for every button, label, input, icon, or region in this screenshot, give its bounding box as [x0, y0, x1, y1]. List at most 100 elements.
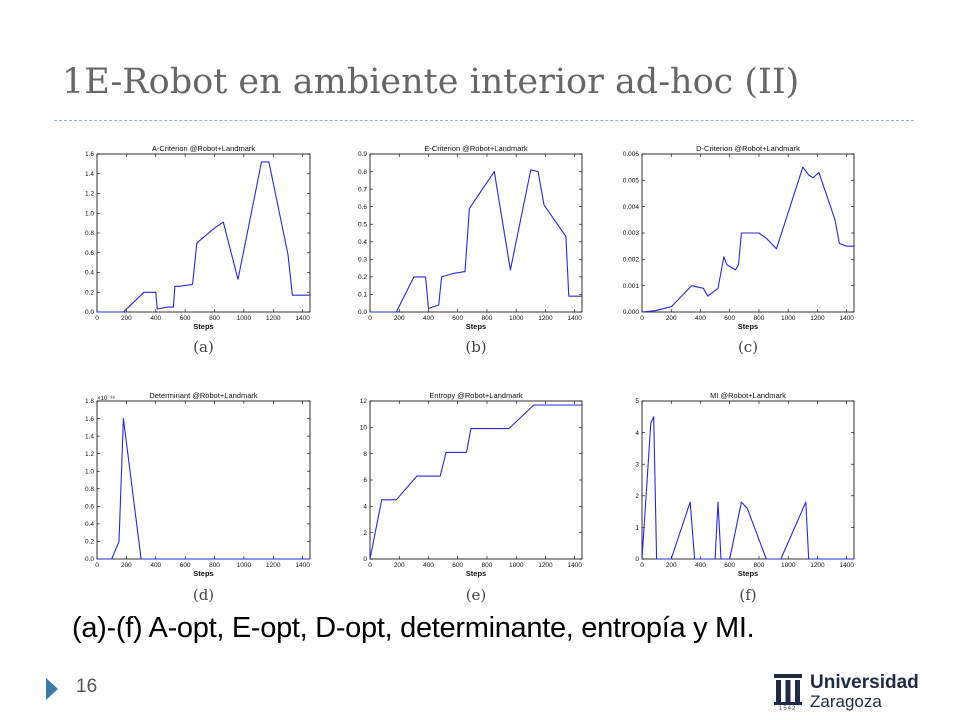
data-point [729, 558, 730, 559]
x-tick-label: 1000 [781, 315, 796, 322]
data-point [381, 499, 382, 500]
data-point [741, 232, 742, 233]
data-point [565, 236, 566, 237]
data-point [738, 264, 739, 265]
university-logo: 1542 Universidad Zaragoza [770, 672, 920, 716]
data-point [510, 269, 511, 270]
y-tick-label: 0.9 [358, 151, 367, 158]
x-axis-label: Steps [466, 569, 486, 578]
x-tick-label: 400 [695, 315, 706, 322]
x-tick-label: 400 [695, 562, 706, 569]
x-tick-label: 600 [724, 315, 735, 322]
data-point [309, 558, 310, 559]
y-tick-label: 0.6 [85, 250, 94, 257]
data-point [717, 502, 718, 503]
data-point [530, 169, 531, 170]
y-tick-label: 0.2 [358, 274, 367, 281]
data-point [494, 171, 495, 172]
y-tick-label: 0.005 [623, 178, 640, 185]
plot-frame [641, 400, 855, 560]
x-tick-label: 800 [482, 562, 493, 569]
data-point [413, 276, 414, 277]
data-point [776, 248, 777, 249]
chart-title: E-Criterion @Robot+Landmark [424, 144, 528, 153]
y-tick-label: 0.6 [358, 204, 367, 211]
x-tick-label: 400 [423, 562, 434, 569]
series-line [369, 404, 582, 560]
x-tick-label: 0 [368, 315, 372, 322]
x-tick-label: 200 [666, 315, 677, 322]
data-point [416, 475, 417, 476]
data-point [805, 502, 806, 503]
y-tick-label: 0.000 [623, 309, 640, 316]
y-tick-label: 0.004 [623, 204, 640, 211]
chart-title: D-Criterion @Robot+Landmark [696, 144, 800, 153]
data-point [179, 286, 180, 287]
y-tick-label: 3 [635, 461, 639, 468]
data-point [196, 242, 197, 243]
data-point [369, 311, 370, 312]
plot-frame [369, 153, 583, 313]
data-point [717, 288, 718, 289]
x-tick-label: 200 [394, 315, 405, 322]
data-point [656, 558, 657, 559]
y-multiplier-label: ×10⁻¹⁸ [97, 395, 115, 402]
y-tick-label: 0.3 [358, 257, 367, 264]
data-point [543, 204, 544, 205]
data-point [839, 243, 840, 244]
y-tick-label: 0.7 [358, 186, 367, 193]
panel-label: (f) [739, 586, 756, 604]
data-point [715, 558, 716, 559]
data-point [268, 161, 269, 162]
slide-title: 1E-Robot en ambiente interior ad-hoc (II… [62, 62, 800, 102]
data-point [111, 558, 112, 559]
panel-label: (c) [738, 338, 758, 356]
data-point [123, 311, 124, 312]
data-point [766, 238, 767, 239]
y-tick-label: 0.003 [623, 230, 640, 237]
data-point [140, 558, 141, 559]
data-point [671, 558, 672, 559]
x-tick-label: 800 [754, 562, 765, 569]
data-point [735, 269, 736, 270]
y-tick-label: 0.4 [85, 521, 94, 528]
y-tick-label: 1.0 [85, 210, 94, 217]
data-point [747, 508, 748, 509]
panel-label: (e) [466, 586, 487, 604]
x-tick-label: 800 [482, 315, 493, 322]
y-tick-label: 1.2 [85, 451, 94, 458]
data-point [123, 418, 124, 419]
data-point [237, 279, 238, 280]
data-point [812, 177, 813, 178]
data-point [438, 304, 439, 305]
x-tick-label: 1400 [839, 315, 854, 322]
data-point [453, 273, 454, 274]
y-tick-label: 4 [363, 504, 367, 511]
x-tick-label: 1400 [839, 562, 854, 569]
y-tick-label: 0.4 [85, 270, 94, 277]
data-point [223, 222, 224, 223]
data-point [834, 219, 835, 220]
x-tick-label: 1200 [538, 315, 553, 322]
data-point [818, 172, 819, 173]
data-point [653, 416, 654, 417]
data-point [261, 161, 262, 162]
data-point [533, 404, 534, 405]
y-tick-label: 1.8 [85, 398, 94, 405]
data-point [440, 475, 441, 476]
x-tick-label: 1000 [509, 562, 524, 569]
data-point [214, 227, 215, 228]
data-point [641, 558, 642, 559]
x-tick-label: 0 [95, 562, 99, 569]
y-tick-label: 0.4 [358, 239, 367, 246]
data-point [157, 308, 158, 309]
x-tick-label: 200 [666, 562, 677, 569]
x-tick-label: 600 [452, 315, 463, 322]
data-point [690, 502, 691, 503]
y-tick-label: 0.002 [623, 257, 640, 264]
x-tick-label: 1200 [266, 315, 281, 322]
data-point [703, 288, 704, 289]
bullet-triangle-icon [46, 678, 58, 700]
plot-frame [369, 400, 583, 560]
